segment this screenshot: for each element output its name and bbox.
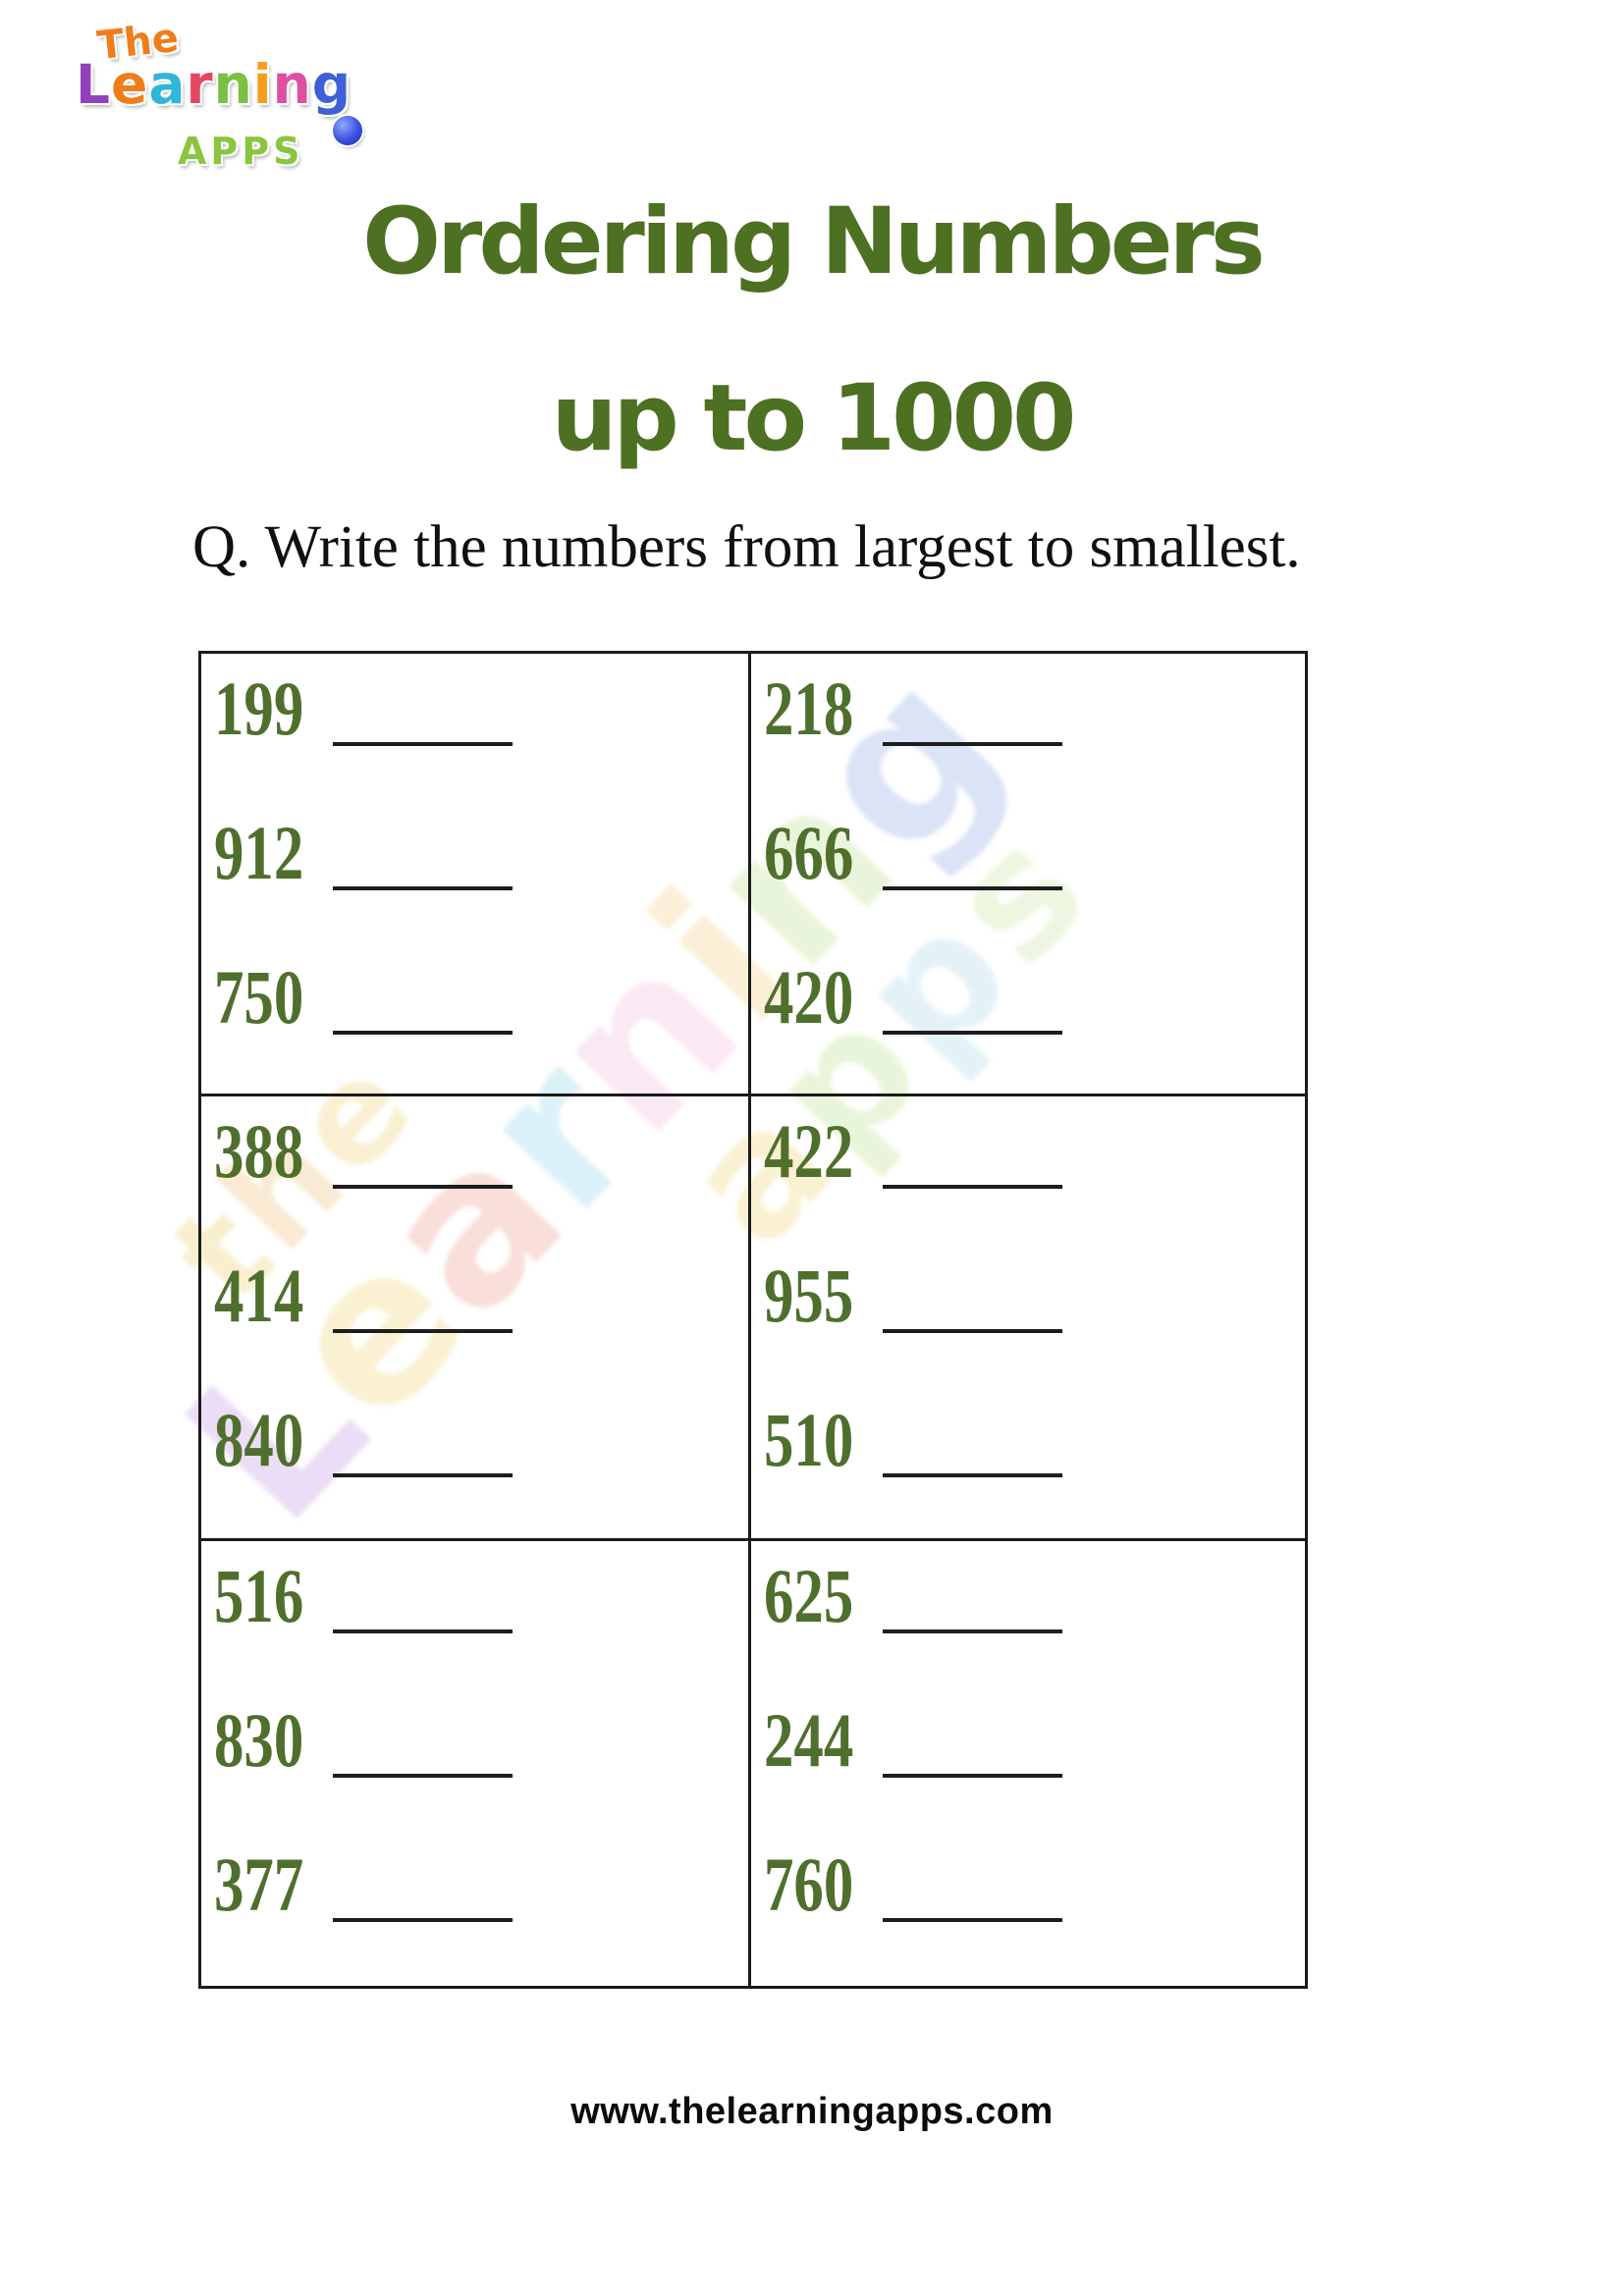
number-item: 420 xyxy=(764,925,1305,1069)
number-item: 414 xyxy=(214,1223,748,1367)
answer-blank[interactable] xyxy=(333,1462,513,1477)
number-label: 912 xyxy=(214,810,304,895)
number-item: 377 xyxy=(214,1812,748,1956)
number-label: 840 xyxy=(214,1397,304,1482)
page-title-line2: up to 1000 xyxy=(551,365,1077,472)
number-label: 377 xyxy=(214,1842,304,1927)
number-label: 420 xyxy=(764,954,854,1040)
answer-blank[interactable] xyxy=(333,1019,513,1035)
answer-blank[interactable] xyxy=(333,875,513,890)
number-label: 955 xyxy=(764,1253,854,1338)
table-cell-r2c1: 388 414 840 xyxy=(201,1096,751,1541)
answer-blank[interactable] xyxy=(333,1173,513,1189)
logo-apps-label: APPS xyxy=(178,130,304,173)
number-item: 516 xyxy=(214,1541,748,1668)
number-label: 218 xyxy=(764,666,854,751)
number-label: 422 xyxy=(764,1108,854,1194)
number-label: 666 xyxy=(764,810,854,895)
worksheet-table: 199 912 750 218 666 420 388 414 840 422 … xyxy=(198,651,1308,1989)
table-cell-r3c1: 516 830 377 xyxy=(201,1541,751,1986)
answer-blank[interactable] xyxy=(333,1762,513,1778)
number-item: 218 xyxy=(764,654,1305,780)
number-label: 414 xyxy=(214,1253,304,1338)
number-item: 840 xyxy=(214,1367,748,1512)
question-text: Q. Write the numbers from largest to sma… xyxy=(192,514,1301,580)
answer-blank[interactable] xyxy=(333,1906,513,1922)
number-label: 244 xyxy=(764,1697,854,1783)
number-label: 750 xyxy=(214,954,304,1040)
number-item: 750 xyxy=(214,925,748,1069)
table-cell-r1c2: 218 666 420 xyxy=(751,654,1305,1096)
number-label: 388 xyxy=(214,1108,304,1194)
table-cell-r1c1: 199 912 750 xyxy=(201,654,751,1096)
number-label: 830 xyxy=(214,1697,304,1783)
logo-learning-label: Learning xyxy=(76,53,352,116)
brand-logo: The Learning APPS xyxy=(74,16,378,201)
answer-blank[interactable] xyxy=(883,1618,1062,1633)
answer-blank[interactable] xyxy=(333,1618,513,1633)
number-item: 244 xyxy=(764,1668,1305,1812)
number-item: 510 xyxy=(764,1367,1305,1512)
answer-blank[interactable] xyxy=(883,1762,1062,1778)
page-title-line1: Ordering Numbers xyxy=(362,188,1266,295)
table-cell-r2c2: 422 955 510 xyxy=(751,1096,1305,1541)
number-item: 422 xyxy=(764,1096,1305,1223)
answer-blank[interactable] xyxy=(883,875,1062,890)
answer-blank[interactable] xyxy=(883,730,1062,746)
number-label: 199 xyxy=(214,666,304,751)
answer-blank[interactable] xyxy=(883,1019,1062,1035)
number-item: 955 xyxy=(764,1223,1305,1367)
number-item: 760 xyxy=(764,1812,1305,1956)
number-label: 510 xyxy=(764,1397,854,1482)
number-item: 666 xyxy=(764,780,1305,925)
answer-blank[interactable] xyxy=(333,730,513,746)
number-label: 760 xyxy=(764,1842,854,1927)
table-cell-r3c2: 625 244 760 xyxy=(751,1541,1305,1986)
answer-blank[interactable] xyxy=(883,1173,1062,1189)
number-label: 516 xyxy=(214,1553,304,1638)
number-item: 912 xyxy=(214,780,748,925)
number-item: 830 xyxy=(214,1668,748,1812)
footer-url[interactable]: www.thelearningapps.com xyxy=(570,2091,1054,2132)
logo-ball-icon xyxy=(333,116,362,145)
number-item: 199 xyxy=(214,654,748,780)
number-item: 388 xyxy=(214,1096,748,1223)
number-label: 625 xyxy=(764,1553,854,1638)
answer-blank[interactable] xyxy=(883,1317,1062,1333)
answer-blank[interactable] xyxy=(883,1462,1062,1477)
answer-blank[interactable] xyxy=(883,1906,1062,1922)
answer-blank[interactable] xyxy=(333,1317,513,1333)
number-item: 625 xyxy=(764,1541,1305,1668)
